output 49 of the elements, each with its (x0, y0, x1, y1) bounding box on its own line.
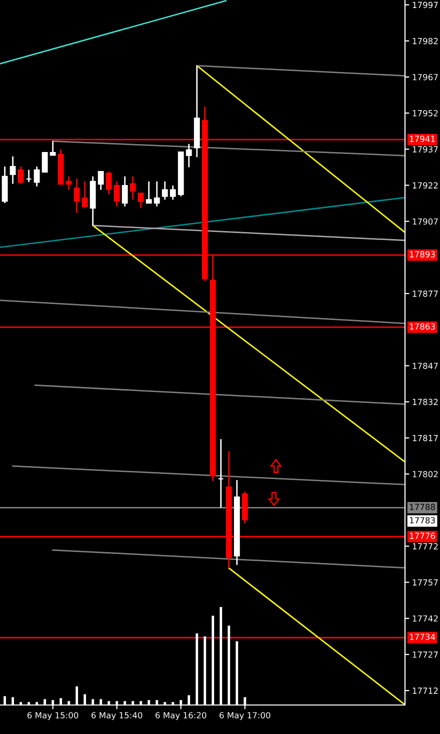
x-tick-label: 6 May 17:00 (220, 712, 270, 720)
candlestick (18, 166, 24, 185)
candlestick (50, 140, 56, 156)
candlestick (74, 178, 80, 214)
candlestick (82, 180, 88, 209)
ref-line-label: 17788 (410, 504, 435, 510)
y-tick-label: 17832 (412, 398, 438, 406)
candlestick (186, 143, 192, 168)
ref-line-label: 17863 (410, 323, 435, 330)
y-tick-label: 17952 (412, 110, 438, 116)
candlestick (130, 176, 136, 200)
candlestick (42, 152, 48, 173)
y-tick-label: 17742 (412, 615, 438, 622)
candlestick (138, 192, 144, 209)
candlestick (66, 176, 72, 191)
ref-line-label: 17776 (410, 532, 436, 539)
ref-line-label: 17734 (410, 634, 436, 640)
x-tick-label: 6 May 15:40 (92, 712, 142, 720)
candlestick (154, 180, 160, 208)
y-tick-label: 17772 (412, 543, 438, 550)
y-tick-label: 17997 (412, 2, 438, 8)
candlestick (106, 170, 112, 195)
y-tick-label: 17982 (412, 38, 438, 44)
y-tick-label: 17967 (412, 74, 438, 80)
y-tick-label: 17817 (412, 434, 438, 442)
y-tick-label: 17847 (412, 362, 438, 370)
ref-line-label: 17941 (410, 136, 435, 142)
text: 17783 (410, 517, 435, 524)
candlestick (98, 170, 104, 191)
candlestick (114, 180, 120, 208)
y-tick-label: 17907 (412, 218, 438, 225)
candlestick (34, 166, 40, 188)
x-tick-label: 6 May 16:20 (156, 712, 206, 720)
x-tick-label: 6 May 15:00 (27, 712, 78, 720)
y-tick-label: 17712 (412, 688, 438, 694)
candlestick (218, 438, 224, 508)
candlestick (122, 176, 128, 208)
y-tick-label: 17802 (412, 470, 438, 478)
y-tick-label: 17877 (412, 290, 438, 297)
candlestick (10, 156, 16, 185)
y-tick-label: 17757 (412, 579, 438, 586)
ref-line-label: 17893 (410, 251, 435, 258)
candlestick (170, 184, 176, 200)
y-tick-label: 17727 (412, 651, 438, 658)
candlestick (146, 180, 152, 204)
candlestick (162, 180, 168, 200)
y-tick-label: 17937 (412, 146, 438, 152)
y-tick-label: 17922 (412, 182, 438, 189)
candlestick (26, 169, 32, 183)
